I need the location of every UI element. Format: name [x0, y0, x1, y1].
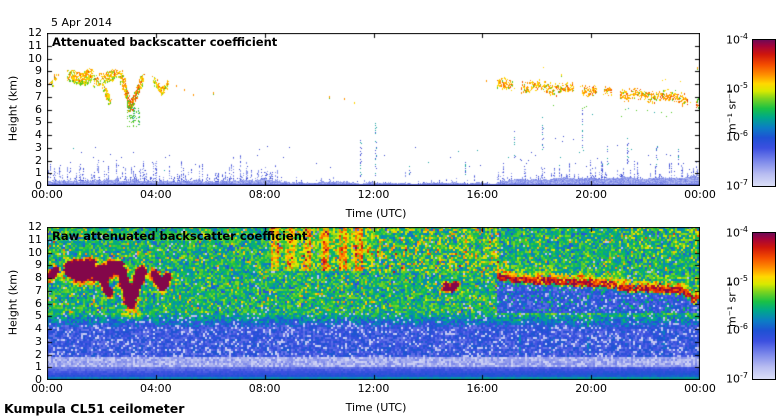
y-tick-label: 5: [35, 115, 42, 129]
top-x-axis-label: Time (UTC): [345, 207, 407, 220]
y-tick-label: 11: [28, 232, 42, 246]
y-tick-label: 8: [35, 271, 42, 284]
x-tick-label: 20:00: [575, 188, 607, 201]
y-tick-label: 8: [35, 77, 42, 90]
y-tick-label: 2: [35, 153, 42, 167]
colorbar-tick-label: 10-7: [726, 178, 748, 193]
y-tick-label: 7: [35, 89, 42, 103]
footer-label: Kumpula CL51 ceilometer: [4, 401, 185, 416]
x-tick-label: 00:00: [684, 382, 716, 395]
y-tick-label: 11: [28, 38, 42, 52]
top-colorbar-unit-label: m⁻¹ sr⁻¹: [725, 89, 739, 134]
colorbar-tick-label: 10-6: [726, 322, 748, 337]
date-label: 5 Apr 2014: [51, 16, 113, 29]
bottom-heatmap-canvas: [47, 227, 700, 380]
colorbar-tick-label: 10-6: [726, 129, 748, 144]
x-tick-label: 00:00: [31, 188, 63, 201]
colorbar-tick-label: 10-5: [726, 273, 748, 289]
y-tick-label: 1: [35, 166, 42, 180]
y-tick-label: 4: [35, 128, 42, 141]
y-tick-label: 6: [35, 102, 42, 116]
y-tick-label: 4: [35, 322, 42, 335]
y-tick-label: 0: [35, 373, 42, 386]
top-colorbar: [752, 39, 776, 187]
x-tick-label: 20:00: [575, 382, 607, 395]
bottom-colorbar-unit-label: m⁻¹ sr⁻¹: [725, 282, 739, 327]
y-tick-label: 3: [35, 334, 42, 348]
bottom-x-axis-label: Time (UTC): [345, 401, 407, 414]
x-tick-label: 08:00: [248, 382, 281, 395]
y-tick-label: 1: [35, 360, 42, 374]
colorbar-tick-label: 10-7: [726, 371, 748, 386]
x-tick-label: 16:00: [466, 382, 499, 395]
x-tick-label: 00:00: [684, 188, 716, 201]
top-panel-title: Attenuated backscatter coefficient: [52, 35, 278, 49]
y-tick-label: 12: [28, 26, 42, 39]
x-tick-label: 08:00: [248, 188, 281, 201]
colorbar-tick-label: 10-5: [726, 80, 748, 96]
y-tick-label: 12: [28, 220, 42, 233]
y-tick-label: 2: [35, 347, 42, 361]
x-tick-label: 04:00: [139, 382, 172, 395]
x-tick-label: 00:00: [31, 382, 63, 395]
bottom-colorbar: [752, 232, 776, 380]
y-tick-label: 0: [35, 179, 42, 192]
x-tick-label: 04:00: [139, 188, 172, 201]
y-tick-label: 7: [35, 283, 42, 297]
y-tick-label: 10: [28, 245, 42, 259]
y-tick-label: 9: [35, 258, 42, 272]
x-tick-label: 16:00: [466, 188, 499, 201]
bottom-panel-title: Raw attenuated backscatter coefficient: [52, 229, 308, 243]
y-tick-label: 10: [28, 51, 42, 65]
y-tick-label: 6: [35, 296, 42, 310]
colorbar-tick-label: 10-4: [726, 32, 748, 47]
x-tick-label: 12:00: [357, 382, 390, 395]
top-heatmap-canvas: [47, 33, 700, 186]
colorbar-tick-label: 10-4: [726, 225, 748, 240]
x-tick-label: 12:00: [357, 188, 390, 201]
y-tick-label: 3: [35, 140, 42, 154]
y-tick-label: 5: [35, 309, 42, 323]
y-tick-label: 9: [35, 64, 42, 78]
